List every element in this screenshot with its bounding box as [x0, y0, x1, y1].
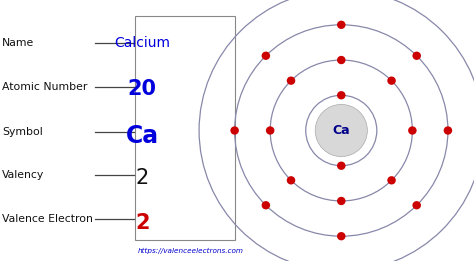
- Ellipse shape: [337, 162, 346, 170]
- Ellipse shape: [408, 126, 417, 135]
- Ellipse shape: [412, 201, 421, 209]
- Ellipse shape: [266, 126, 274, 135]
- Ellipse shape: [262, 52, 270, 60]
- Text: Valence Electron: Valence Electron: [2, 214, 93, 224]
- Ellipse shape: [387, 176, 396, 185]
- Text: Valence Electron: Valence Electron: [0, 260, 1, 261]
- Ellipse shape: [337, 232, 346, 240]
- Text: Name: Name: [2, 38, 35, 48]
- Ellipse shape: [337, 21, 346, 29]
- Text: 2: 2: [136, 168, 149, 188]
- Ellipse shape: [287, 76, 295, 85]
- Text: Valence Electron: Valence Electron: [0, 260, 1, 261]
- Text: https://valenceelectrons.com: https://valenceelectrons.com: [137, 248, 244, 254]
- Text: Atomic Number: Atomic Number: [2, 82, 88, 92]
- Text: Valency: Valency: [2, 170, 45, 180]
- Text: Ca: Ca: [126, 124, 159, 148]
- FancyBboxPatch shape: [135, 16, 235, 240]
- Ellipse shape: [387, 76, 396, 85]
- Ellipse shape: [262, 201, 270, 209]
- Text: Calcium: Calcium: [114, 36, 170, 50]
- Ellipse shape: [287, 176, 295, 185]
- Ellipse shape: [412, 52, 421, 60]
- Text: Ca: Ca: [332, 124, 350, 137]
- Text: Symbol: Symbol: [2, 127, 43, 137]
- Text: 2: 2: [135, 213, 149, 233]
- Ellipse shape: [337, 56, 346, 64]
- Text: 20: 20: [128, 79, 157, 99]
- Ellipse shape: [337, 197, 346, 205]
- Ellipse shape: [444, 126, 452, 135]
- Ellipse shape: [230, 126, 239, 135]
- Ellipse shape: [315, 104, 367, 157]
- Ellipse shape: [337, 91, 346, 99]
